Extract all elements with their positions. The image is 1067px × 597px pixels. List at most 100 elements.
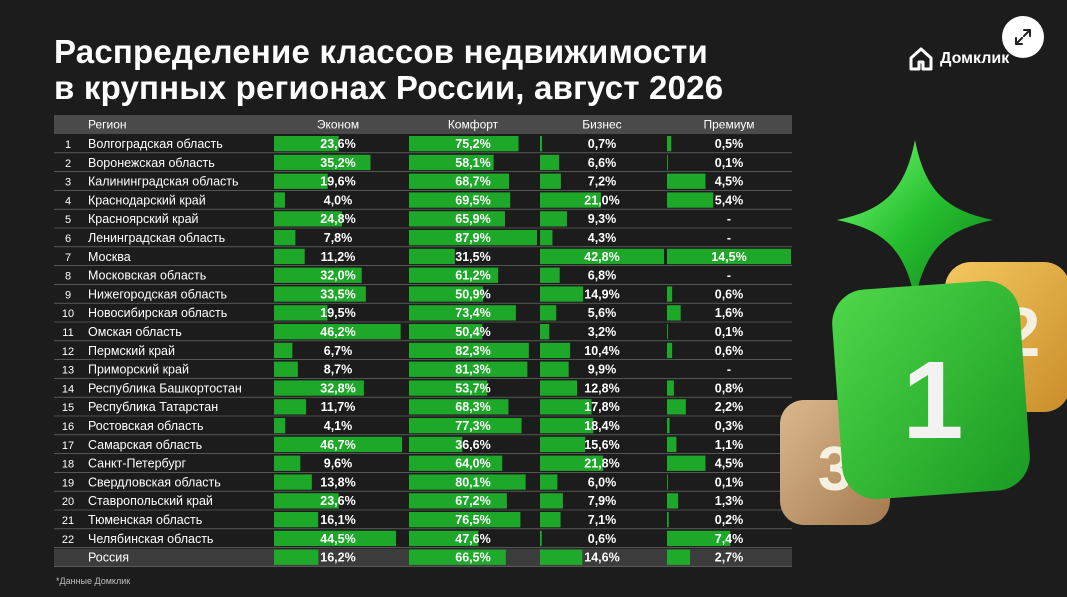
bar-row9-col4 [667, 286, 673, 302]
region-name: Омская область [88, 325, 182, 339]
bar-row13-col3 [540, 361, 569, 377]
header-region: Регион [88, 118, 127, 132]
bar-row18-col2 [409, 455, 503, 471]
row-number: 21 [62, 515, 74, 527]
region-name: Ростовская область [88, 419, 204, 433]
region-name: Свердловская область [88, 475, 221, 489]
region-name: Самарская область [88, 438, 202, 452]
title-line-2: в крупных регионах России, август 2026 [54, 69, 724, 106]
value-row23-col2: 66,5% [455, 551, 490, 565]
bar-row1-col3 [540, 136, 543, 152]
header-1: Эконом [317, 118, 359, 132]
value-row1-col2: 75,2% [455, 137, 490, 151]
value-row1-col3: 0,7% [588, 137, 617, 151]
value-row7-col2: 31,5% [455, 250, 490, 264]
bar-row11-col3 [540, 324, 550, 340]
value-row12-col4: 0,6% [715, 344, 744, 358]
value-row19-col4: 0,1% [715, 475, 744, 489]
value-row17-col3: 15,6% [584, 438, 619, 452]
value-row10-col3: 5,6% [588, 306, 617, 320]
value-row7-col3: 42,8% [584, 250, 619, 264]
bar-row21-col2 [409, 512, 521, 528]
bar-row16-col4 [667, 418, 670, 434]
bar-row16-col2 [409, 418, 522, 434]
bar-row2-col4 [667, 154, 668, 171]
value-row9-col4: 0,6% [715, 287, 744, 301]
star-icon [837, 140, 993, 300]
region-name: Челябинская область [88, 532, 213, 546]
bar-row20-col4 [667, 493, 679, 509]
expand-icon [1015, 29, 1031, 45]
house-logo-icon [909, 47, 933, 71]
table-header-bg [54, 115, 792, 134]
value-row9-col1: 33,5% [320, 287, 355, 301]
bar-row23-col4 [667, 549, 691, 565]
region-class-table: Регион Эконом Комфорт Бизнес Премиум 1 Волгогр… [54, 115, 792, 567]
bar-row3-col3 [540, 173, 561, 189]
region-name: Пермский край [88, 344, 175, 358]
value-row11-col1: 46,2% [320, 325, 355, 339]
region-name: Новосибирская область [88, 306, 227, 320]
bar-row11-col1 [274, 324, 401, 340]
value-row6-col4: - [727, 231, 731, 245]
value-row3-col2: 68,7% [455, 175, 490, 189]
bar-row6-col3 [540, 230, 553, 246]
region-name: Санкт-Петербург [88, 457, 186, 471]
value-row15-col2: 68,3% [455, 400, 490, 414]
value-row16-col4: 0,3% [715, 419, 744, 433]
bar-row23-col2 [409, 549, 506, 565]
value-row18-col1: 9,6% [324, 457, 353, 471]
value-row18-col4: 4,5% [715, 457, 744, 471]
header-3: Бизнес [582, 118, 621, 132]
bar-row3-col1 [274, 173, 328, 189]
bar-row14-col2 [409, 380, 488, 396]
bar-row17-col2 [409, 436, 463, 453]
value-row21-col4: 0,2% [715, 513, 744, 527]
value-row15-col3: 17,8% [584, 400, 619, 414]
value-row2-col3: 6,6% [588, 156, 617, 170]
row-number: 6 [65, 233, 71, 245]
value-row20-col1: 23,6% [320, 494, 355, 508]
value-row5-col3: 9,3% [588, 212, 617, 226]
value-row3-col3: 7,2% [588, 175, 617, 189]
decor-illustration: 2 3 1 [780, 140, 1067, 525]
total-region: Россия [88, 551, 129, 565]
value-row5-col4: - [727, 212, 731, 226]
value-row4-col2: 69,5% [455, 193, 490, 207]
bar-row17-col4 [667, 436, 677, 453]
expand-button[interactable] [1002, 16, 1044, 58]
region-name: Нижегородская область [88, 287, 227, 301]
bar-row12-col1 [274, 342, 293, 359]
bar-row10-col2 [409, 305, 516, 321]
bar-row18-col4 [667, 455, 706, 471]
bar-row3-col2 [409, 173, 510, 189]
bar-row20-col2 [409, 493, 507, 509]
bar-row20-col1 [274, 493, 339, 509]
bar-row22-col2 [409, 530, 479, 547]
value-row21-col1: 16,1% [320, 513, 355, 527]
value-row22-col2: 47,6% [455, 532, 490, 546]
value-row22-col1: 44,5% [320, 532, 355, 546]
value-row10-col1: 19,5% [320, 306, 355, 320]
bar-row12-col4 [667, 342, 673, 359]
value-row15-col1: 11,7% [321, 400, 356, 414]
value-row2-col1: 35,2% [320, 156, 355, 170]
value-row18-col2: 64,0% [455, 457, 490, 471]
value-row9-col2: 50,9% [455, 287, 490, 301]
value-row3-col1: 19,6% [320, 175, 355, 189]
bar-row11-col2 [409, 324, 483, 340]
value-row13-col2: 81,3% [455, 363, 490, 377]
bar-row17-col1 [274, 436, 402, 453]
header-4: Премиум [703, 118, 754, 132]
bar-row17-col3 [540, 436, 586, 453]
bar-row15-col3 [540, 399, 592, 415]
bar-row1-col4 [667, 136, 672, 152]
bar-row19-col3 [540, 474, 558, 490]
region-name: Москва [88, 250, 131, 264]
bar-row21-col4 [667, 512, 669, 528]
value-row11-col2: 50,4% [455, 325, 490, 339]
footnote: *Данные Домклик [56, 576, 131, 586]
row-number: 5 [65, 214, 71, 226]
bar-row1-col2 [409, 136, 519, 152]
value-row2-col2: 58,1% [455, 156, 490, 170]
